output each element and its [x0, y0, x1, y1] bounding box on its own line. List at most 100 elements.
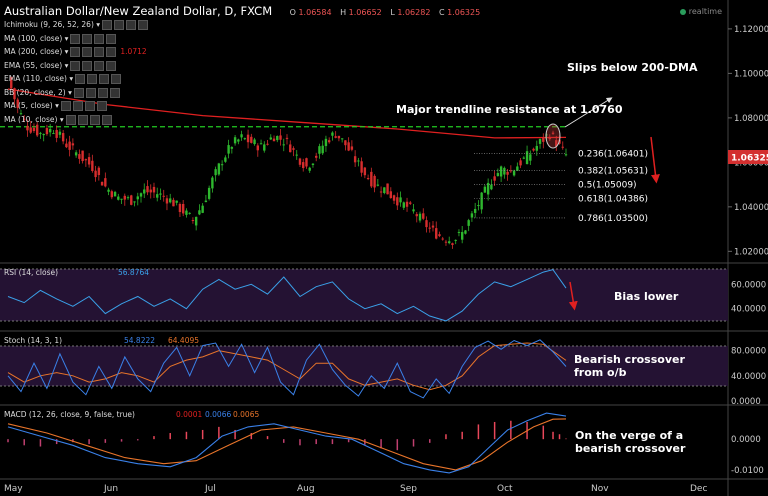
candle-body[interactable] — [486, 182, 490, 195]
candle-body[interactable] — [441, 238, 444, 240]
candle-body[interactable] — [123, 195, 126, 200]
candle-body[interactable] — [334, 136, 337, 138]
candle-body[interactable] — [269, 137, 272, 140]
eye-icon[interactable] — [75, 74, 86, 84]
candle-body[interactable] — [175, 200, 178, 203]
candle-body[interactable] — [65, 143, 68, 148]
symbol-title[interactable]: Australian Dollar/New Zealand Dollar, D,… — [4, 4, 273, 18]
close-icon[interactable] — [106, 47, 117, 57]
candle-body[interactable] — [243, 138, 247, 140]
candle-body[interactable] — [42, 133, 45, 136]
candle-body[interactable] — [68, 141, 71, 150]
chart-header[interactable]: Australian Dollar/New Zealand Dollar, D,… — [4, 4, 486, 18]
indicator-legend-item[interactable]: BB (20, close, 2) ▾ — [4, 87, 120, 98]
candle-body[interactable] — [314, 155, 318, 158]
indicator-legend-item[interactable]: EMA (110, close) ▾ — [4, 74, 122, 84]
source-icon[interactable] — [94, 60, 105, 71]
candle-body[interactable] — [185, 210, 188, 215]
candle-body[interactable] — [289, 144, 292, 153]
indicator-name[interactable]: MA (200, close) ▾ — [4, 47, 69, 56]
candle-body[interactable] — [548, 138, 551, 140]
candle-body[interactable] — [357, 160, 360, 162]
candle-body[interactable] — [194, 216, 198, 226]
candle-body[interactable] — [58, 131, 62, 135]
settings-icon[interactable] — [114, 20, 125, 30]
candle-body[interactable] — [285, 137, 289, 139]
candle-body[interactable] — [340, 138, 344, 140]
candle-body[interactable] — [204, 200, 208, 203]
candle-body[interactable] — [480, 192, 483, 210]
candle-body[interactable] — [19, 113, 23, 115]
source-icon[interactable] — [94, 47, 105, 57]
eye-icon[interactable] — [102, 20, 113, 30]
candle-body[interactable] — [48, 128, 52, 133]
candle-body[interactable] — [26, 125, 29, 131]
candle-body[interactable] — [230, 147, 234, 149]
candle-body[interactable] — [460, 232, 464, 240]
candle-body[interactable] — [305, 158, 308, 167]
candle-body[interactable] — [551, 132, 555, 134]
candle-body[interactable] — [220, 164, 224, 166]
candle-body[interactable] — [344, 140, 347, 146]
candle-body[interactable] — [120, 198, 123, 200]
candle-body[interactable] — [464, 230, 467, 234]
candle-body[interactable] — [272, 138, 276, 142]
eye-icon[interactable] — [73, 87, 84, 98]
close-icon[interactable] — [101, 114, 112, 125]
candle-body[interactable] — [451, 243, 454, 245]
candle-body[interactable] — [130, 195, 133, 205]
candle-body[interactable] — [402, 202, 405, 208]
candle-body[interactable] — [302, 162, 305, 169]
candle-body[interactable] — [191, 219, 195, 221]
candle-body[interactable] — [483, 186, 487, 193]
candle-body[interactable] — [107, 189, 110, 192]
candle-body[interactable] — [350, 146, 354, 150]
candle-body[interactable] — [165, 198, 169, 204]
source-icon[interactable] — [84, 101, 95, 111]
candle-body[interactable] — [276, 136, 279, 141]
price-pane[interactable] — [0, 0, 728, 262]
candle-body[interactable] — [522, 157, 526, 159]
settings-icon[interactable] — [77, 114, 88, 125]
candle-body[interactable] — [503, 167, 506, 175]
candle-body[interactable] — [535, 145, 539, 151]
candle-body[interactable] — [136, 196, 139, 200]
candle-body[interactable] — [431, 225, 435, 228]
candle-body[interactable] — [428, 227, 431, 229]
candle-body[interactable] — [71, 143, 75, 146]
candle-body[interactable] — [473, 208, 477, 213]
candle-body[interactable] — [477, 205, 480, 207]
candle-body[interactable] — [331, 132, 334, 136]
candle-body[interactable] — [366, 178, 370, 180]
candle-body[interactable] — [32, 127, 36, 132]
candle-body[interactable] — [16, 99, 19, 108]
candle-body[interactable] — [149, 189, 152, 193]
close-icon[interactable] — [106, 33, 117, 44]
candle-body[interactable] — [113, 191, 117, 197]
candle-body[interactable] — [435, 228, 438, 239]
candle-body[interactable] — [10, 77, 13, 89]
candle-body[interactable] — [23, 118, 26, 120]
candle-body[interactable] — [311, 163, 315, 166]
indicator-name[interactable]: EMA (55, close) ▾ — [4, 60, 69, 70]
settings-icon[interactable] — [82, 33, 93, 44]
settings-icon[interactable] — [85, 87, 96, 98]
candle-body[interactable] — [525, 151, 529, 165]
source-icon[interactable] — [97, 87, 108, 98]
candle-body[interactable] — [512, 170, 516, 176]
candle-body[interactable] — [172, 199, 175, 207]
candle-body[interactable] — [499, 166, 503, 177]
candle-body[interactable] — [133, 201, 136, 203]
candle-body[interactable] — [227, 145, 230, 154]
candle-body[interactable] — [295, 154, 298, 156]
candle-body[interactable] — [509, 170, 513, 172]
candle-body[interactable] — [532, 148, 535, 151]
candle-body[interactable] — [266, 143, 269, 145]
candle-body[interactable] — [327, 140, 331, 143]
indicator-name[interactable]: Ichimoku (9, 26, 52, 26) ▾ — [4, 20, 101, 29]
candle-body[interactable] — [201, 205, 204, 213]
candle-body[interactable] — [29, 127, 32, 133]
candle-body[interactable] — [318, 146, 321, 154]
candle-body[interactable] — [405, 201, 409, 207]
candle-body[interactable] — [389, 191, 393, 199]
